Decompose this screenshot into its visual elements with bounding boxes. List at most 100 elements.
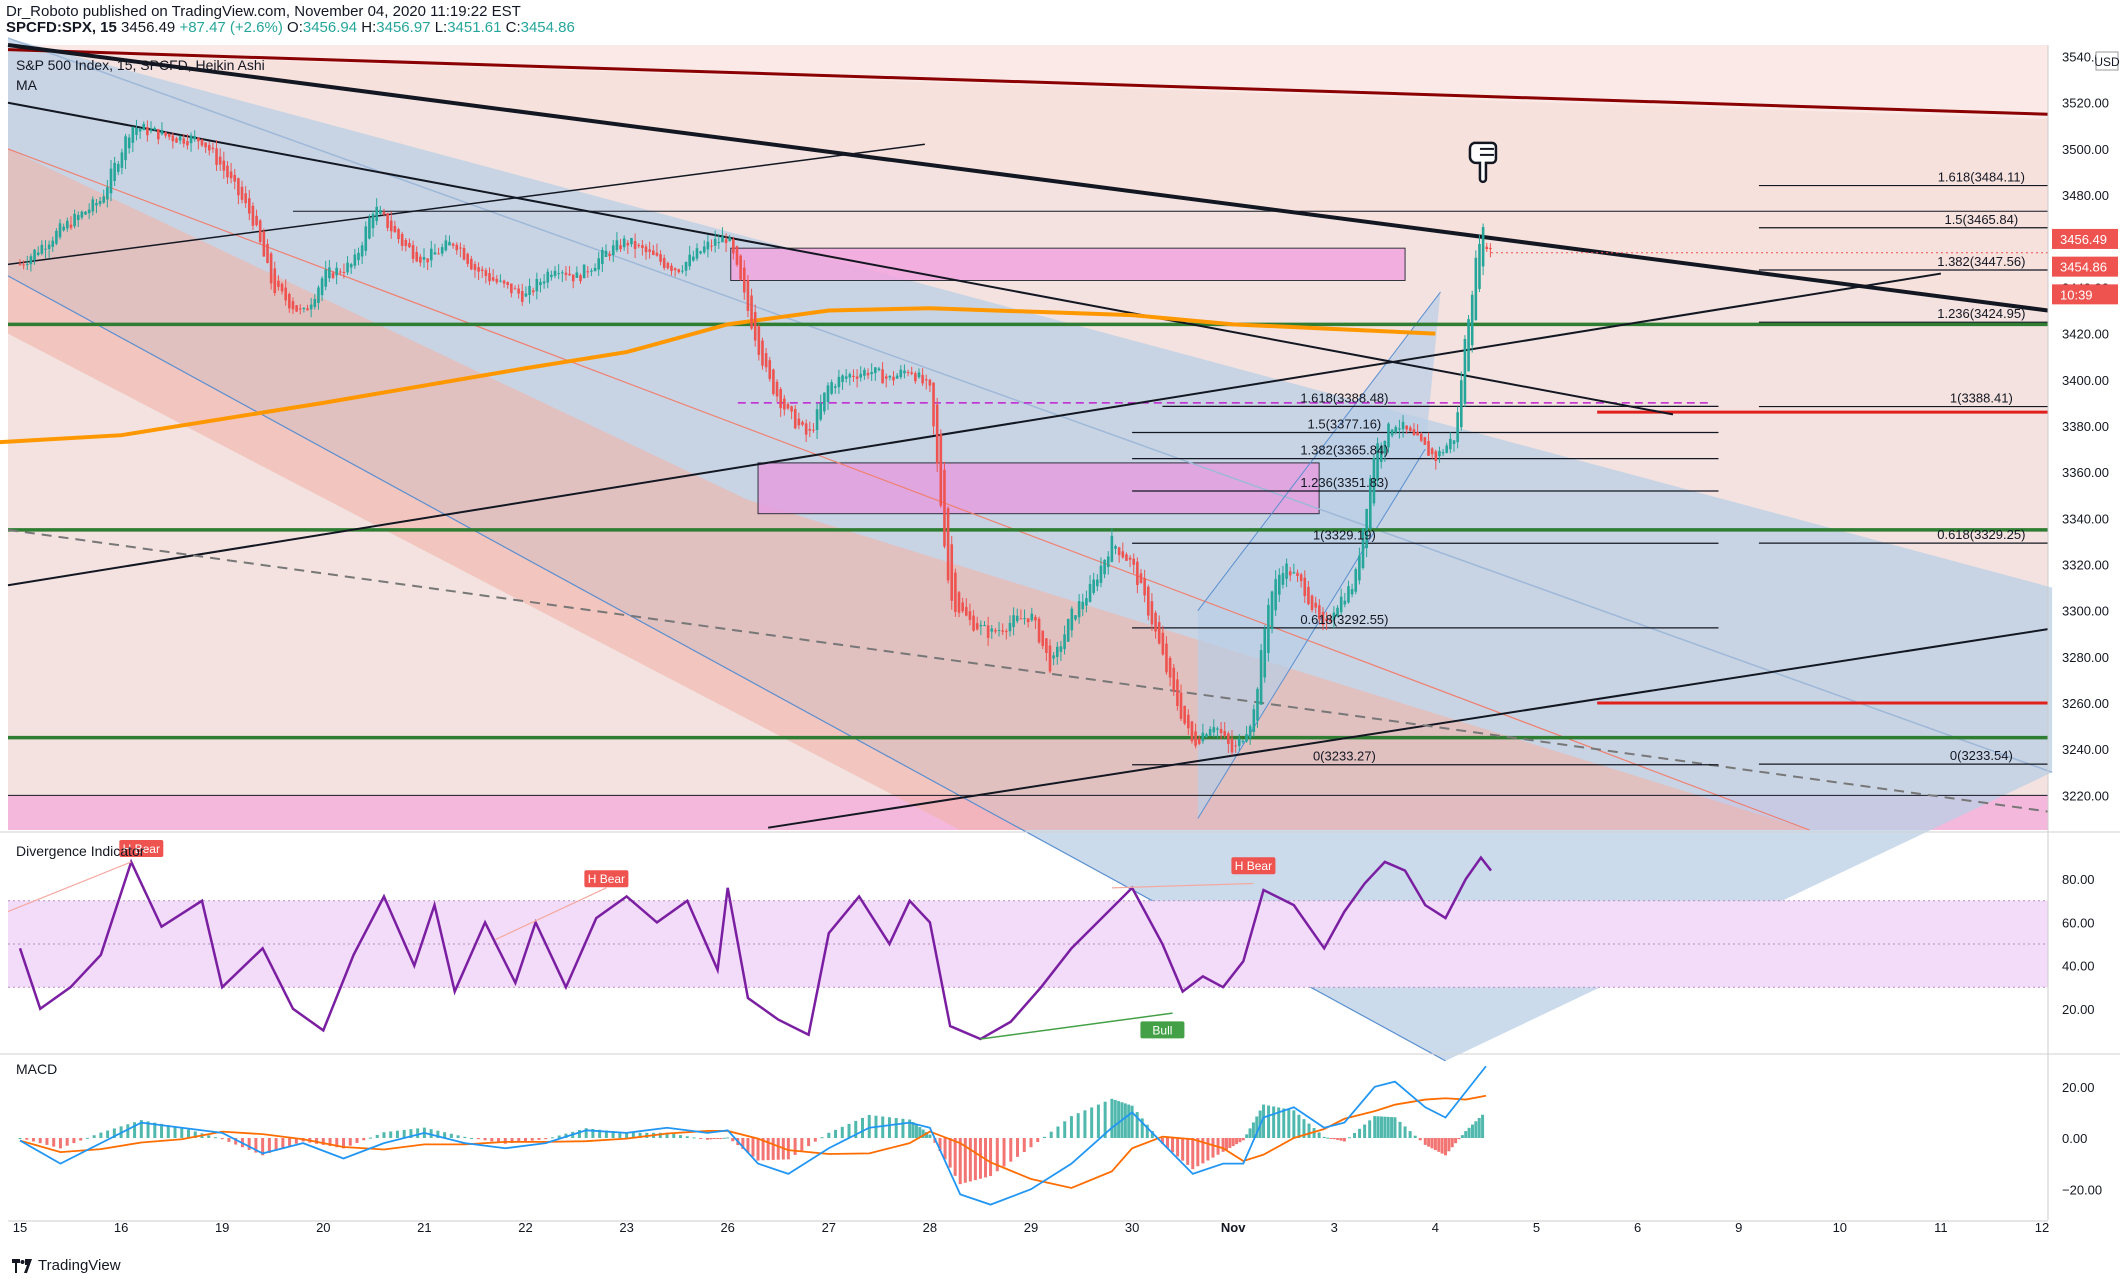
candle-body: [18, 264, 22, 266]
candle-body: [1070, 608, 1074, 631]
macd-histogram-bar: [1127, 1104, 1131, 1138]
candle: [80, 210, 84, 220]
candle: [1299, 572, 1303, 588]
macd-histogram-bar: [958, 1138, 962, 1185]
candle-body: [404, 239, 408, 247]
candle-body: [943, 469, 946, 547]
candle-body: [1405, 425, 1408, 430]
candle: [200, 138, 204, 148]
candle: [808, 421, 812, 438]
candle: [1412, 423, 1416, 436]
candle: [379, 205, 382, 215]
candle-body: [859, 373, 863, 378]
candle-body: [44, 248, 47, 250]
candle-body: [1165, 643, 1168, 673]
candle-body: [33, 249, 36, 261]
candle: [33, 248, 36, 265]
macd-histogram-bar: [160, 1123, 164, 1138]
candle-body: [1161, 632, 1165, 655]
candle-body: [1143, 578, 1146, 596]
candle-body: [106, 187, 109, 200]
candle: [495, 275, 499, 285]
candle: [1259, 643, 1263, 705]
macd-histogram-bar: [1113, 1099, 1117, 1138]
macd-histogram-bar: [382, 1132, 386, 1138]
macd-histogram-bar: [92, 1135, 96, 1138]
candle: [520, 283, 524, 306]
candle-body: [226, 165, 229, 178]
candle: [1150, 593, 1154, 631]
candle: [419, 253, 422, 267]
candle-body: [1390, 429, 1394, 436]
candle: [586, 266, 590, 278]
candle-body: [495, 278, 499, 283]
macd-histogram-bar: [638, 1132, 642, 1138]
candle: [182, 133, 186, 148]
candle-body: [1459, 380, 1463, 428]
candle-body: [1099, 565, 1103, 583]
divergence-indicator-label[interactable]: Divergence Indicator: [16, 843, 145, 859]
candle-body: [994, 630, 997, 632]
macd-label[interactable]: MACD: [16, 1061, 58, 1077]
candle: [1165, 636, 1168, 675]
candle: [189, 132, 193, 152]
macd-histogram-bar: [1090, 1107, 1094, 1138]
candle: [1314, 596, 1317, 614]
candle: [1085, 590, 1088, 613]
macd-histogram-bar: [537, 1138, 541, 1140]
candle: [848, 372, 852, 386]
candle-body: [881, 369, 884, 384]
candle: [724, 233, 728, 252]
ma-legend[interactable]: MA: [16, 77, 37, 93]
candle-body: [76, 215, 80, 221]
macd-histogram-bar: [1292, 1110, 1296, 1138]
candle-body: [1187, 714, 1190, 729]
price-tick: 3320.00: [2062, 557, 2109, 572]
candle: [903, 364, 906, 379]
candle-body: [269, 253, 273, 284]
candle: [553, 266, 557, 279]
candle-body: [666, 262, 670, 269]
candle-body: [1114, 546, 1117, 549]
candle-body: [120, 152, 124, 168]
candle-body: [1299, 574, 1303, 581]
candle-body: [895, 375, 899, 379]
candle: [1434, 449, 1438, 470]
candle: [422, 248, 426, 268]
candle-body: [1285, 563, 1288, 579]
candle: [1154, 610, 1157, 639]
candle: [320, 276, 324, 301]
candle: [1230, 729, 1234, 756]
candle-body: [1172, 667, 1176, 692]
macd-tick: 0.00: [2062, 1131, 2087, 1146]
candle: [240, 180, 244, 204]
candle: [790, 405, 793, 420]
macd-histogram-bar: [1255, 1116, 1259, 1138]
candle-body: [437, 253, 440, 255]
macd-histogram-bar: [867, 1114, 871, 1138]
candle: [440, 243, 444, 257]
candle: [368, 214, 371, 240]
candle: [389, 211, 393, 239]
candle: [797, 412, 801, 430]
macd-histogram-bar: [180, 1127, 184, 1138]
macd-histogram-bar: [786, 1138, 790, 1160]
macd-histogram-bar: [187, 1129, 190, 1138]
candle: [513, 285, 517, 290]
macd-histogram-bar: [342, 1138, 346, 1149]
candle-body: [659, 254, 662, 262]
macd-histogram-bar: [1336, 1138, 1340, 1140]
candle-body: [1350, 589, 1354, 595]
candle-body: [655, 252, 659, 256]
macd-histogram-bar: [1069, 1116, 1073, 1138]
macd-histogram-bar: [1228, 1138, 1232, 1148]
candle-body: [1288, 571, 1292, 576]
candle: [644, 243, 648, 260]
candle-body: [1252, 709, 1256, 733]
macd-histogram-bar: [497, 1138, 501, 1143]
candle: [1048, 639, 1052, 674]
candle-body: [884, 376, 888, 379]
candle: [1445, 442, 1449, 454]
macd-histogram-bar: [443, 1132, 447, 1138]
